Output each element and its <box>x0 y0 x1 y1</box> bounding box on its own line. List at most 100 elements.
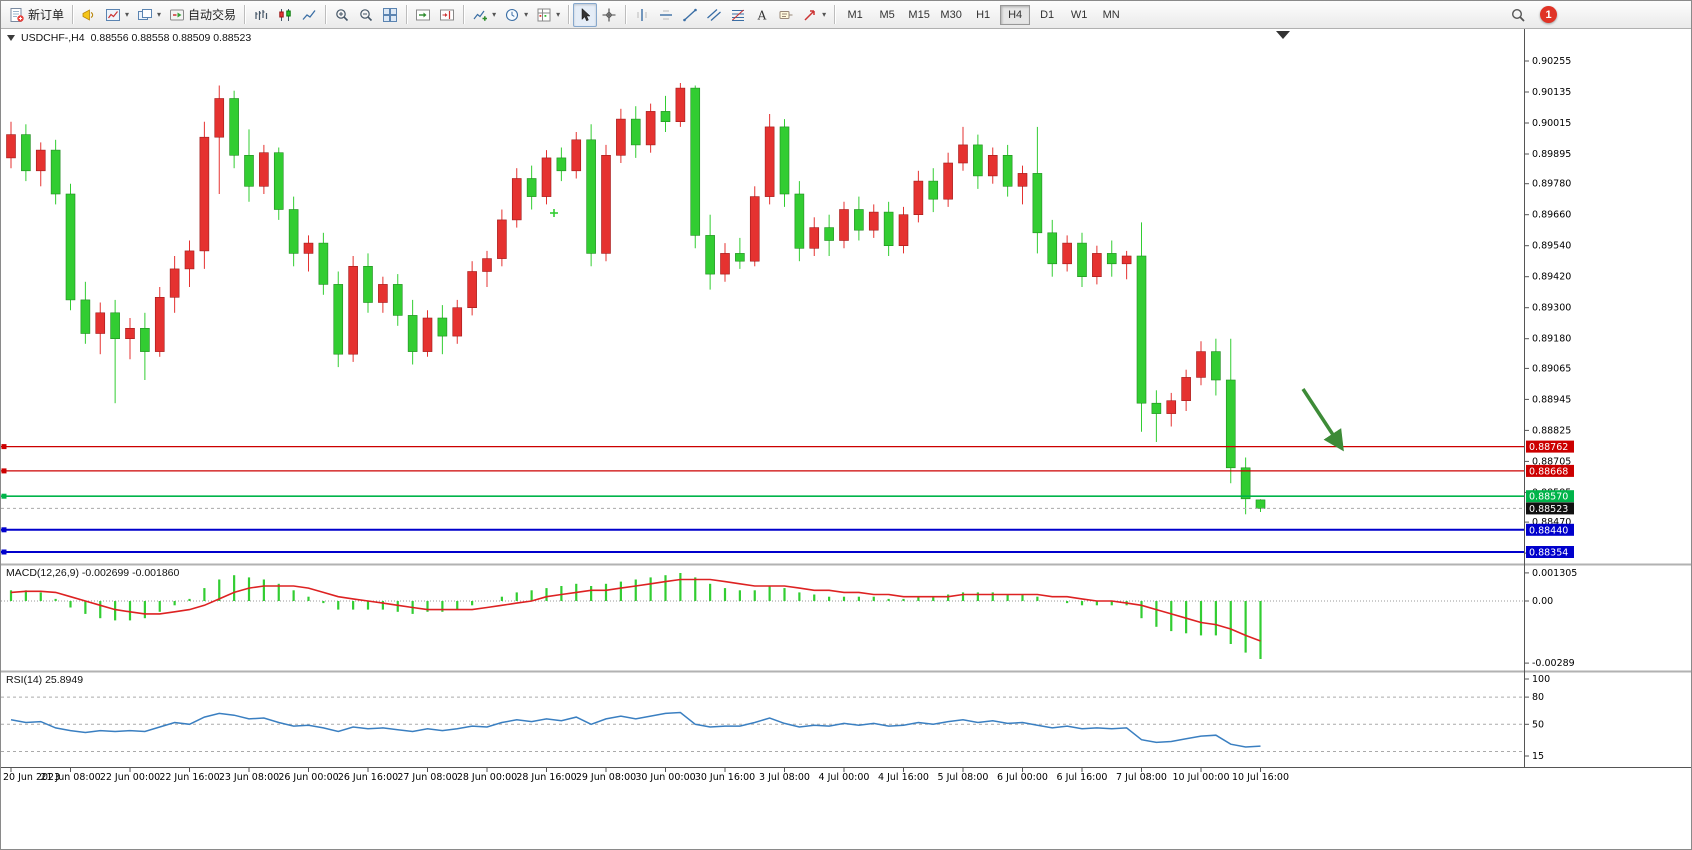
candle <box>541 157 552 197</box>
notification-badge[interactable]: 1 <box>1540 6 1557 23</box>
candle <box>35 149 46 172</box>
candle <box>21 134 31 172</box>
svg-text:27 Jun 08:00: 27 Jun 08:00 <box>397 772 457 783</box>
candle <box>809 227 820 249</box>
svg-text:29 Jun 08:00: 29 Jun 08:00 <box>576 772 636 783</box>
plus-marker[interactable] <box>550 209 558 217</box>
timeframe-d1[interactable]: D1 <box>1040 8 1055 21</box>
text-button[interactable]: A <box>750 3 774 27</box>
candle <box>1196 351 1206 378</box>
zoom-out-icon <box>358 7 374 23</box>
chart-symbol-period: USDCHF-,H4 <box>21 32 85 44</box>
periods-button[interactable]: ▾ <box>500 3 532 27</box>
toolbar-separator <box>834 5 836 24</box>
vertical-line-button[interactable] <box>630 3 654 27</box>
toolbar-group-trade: 新订单 <box>5 3 68 27</box>
cursor-button[interactable] <box>573 2 598 27</box>
timeframe-m30[interactable]: M30 <box>940 8 962 21</box>
candle <box>1181 377 1191 401</box>
candle <box>571 139 582 172</box>
candle <box>675 87 686 122</box>
arrow-annotation[interactable] <box>1301 388 1344 452</box>
dropdown-caret-icon[interactable]: ▾ <box>822 9 827 19</box>
svg-text:23 Jun 08:00: 23 Jun 08:00 <box>219 772 279 783</box>
arrows-button[interactable]: ▾ <box>798 3 830 27</box>
candle <box>184 250 195 270</box>
fibonacci-button[interactable] <box>726 3 750 27</box>
current-price-line: 0.88523 <box>1 502 1574 515</box>
svg-text:0.88570: 0.88570 <box>1529 492 1568 503</box>
candle <box>928 180 939 200</box>
profiles-button[interactable]: ▾ <box>133 3 165 27</box>
zoom-out-button[interactable] <box>354 3 378 27</box>
candle <box>1166 400 1177 414</box>
zoom-in-button[interactable] <box>330 3 354 27</box>
vertical-line-icon <box>634 7 650 23</box>
svg-text:-0.00289: -0.00289 <box>1532 658 1575 669</box>
dropdown-caret-icon[interactable]: ▾ <box>524 9 529 19</box>
timeframe-h4[interactable]: H4 <box>1000 4 1031 25</box>
search-button[interactable] <box>1506 3 1530 27</box>
candle <box>244 155 254 187</box>
dropdown-caret-icon[interactable]: ▾ <box>492 9 497 19</box>
templates-button[interactable]: ▾ <box>532 3 564 27</box>
panel-separators[interactable] <box>1 563 1692 673</box>
svg-text:28 Jun 00:00: 28 Jun 00:00 <box>457 772 517 783</box>
new-order-button[interactable]: 新订单 <box>5 3 68 27</box>
toolbar-separator <box>568 5 570 24</box>
toolbar-group-insert: ▾ ▾ ▾ <box>468 3 564 27</box>
svg-text:0.89660: 0.89660 <box>1532 210 1571 221</box>
chart-shift-icon <box>439 7 455 23</box>
auto-scroll-icon <box>415 7 431 23</box>
indicators-button[interactable]: ▾ <box>468 3 500 27</box>
label-button[interactable] <box>774 3 798 27</box>
timeframe-m5[interactable]: M5 <box>879 8 895 21</box>
horizontal-line-0.88354[interactable]: 0.88354 <box>1 546 1574 559</box>
svg-text:80: 80 <box>1532 692 1544 703</box>
trendline-button[interactable] <box>678 3 702 27</box>
candle <box>65 193 76 301</box>
dropdown-caret-icon[interactable]: ▾ <box>556 9 561 19</box>
channel-button[interactable] <box>702 3 726 27</box>
horizontal-line-0.88570[interactable]: 0.88570 <box>1 490 1574 503</box>
toolbar-separator <box>325 5 327 24</box>
horizontal-line-0.88668[interactable]: 0.88668 <box>1 464 1574 478</box>
chart-shift-button[interactable] <box>435 3 459 27</box>
candle <box>854 209 864 231</box>
timeframe-w1[interactable]: W1 <box>1070 8 1088 21</box>
one-click-trading-toggle[interactable] <box>7 35 15 41</box>
bar-chart-button[interactable] <box>249 3 273 27</box>
chart-shift-marker[interactable] <box>1276 31 1290 39</box>
dropdown-caret-icon[interactable]: ▾ <box>125 9 130 19</box>
svg-text:0.88945: 0.88945 <box>1532 394 1571 405</box>
horizontal-line-button[interactable] <box>654 3 678 27</box>
megaphone-button[interactable] <box>77 3 101 27</box>
horizontal-line-0.88440[interactable]: 0.88440 <box>1 523 1574 537</box>
candle <box>705 235 715 275</box>
candle <box>749 196 760 262</box>
horizontal-line-0.88762[interactable]: 0.88762 <box>1 440 1574 454</box>
autotrading-button[interactable]: 自动交易 <box>165 3 240 27</box>
timeframe-mn[interactable]: MN <box>1102 8 1120 21</box>
candle <box>1002 155 1013 187</box>
timeframe-h1[interactable]: H1 <box>976 8 991 21</box>
crosshair-button[interactable] <box>597 3 621 27</box>
auto-scroll-button[interactable] <box>411 3 435 27</box>
tile-windows-button[interactable] <box>378 3 402 27</box>
timeframe-m1[interactable]: M1 <box>847 8 863 21</box>
timeframe-m15[interactable]: M15 <box>908 8 930 21</box>
svg-text:3 Jul 08:00: 3 Jul 08:00 <box>759 772 810 783</box>
price-axis[interactable]: 0.90255 0.90135 0.90015 0.89895 0.89780 0.896… <box>1524 56 1571 559</box>
svg-text:0.88825: 0.88825 <box>1532 425 1571 436</box>
svg-text:0.88705: 0.88705 <box>1532 456 1571 467</box>
svg-text:4 Jul 16:00: 4 Jul 16:00 <box>878 772 929 783</box>
candle <box>601 155 611 254</box>
candle <box>169 268 180 298</box>
line-chart-button[interactable] <box>297 3 321 27</box>
dropdown-caret-icon[interactable]: ▾ <box>157 9 162 19</box>
new-chart-button[interactable]: ▾ <box>101 3 133 27</box>
svg-text:0.89300: 0.89300 <box>1532 303 1571 314</box>
candlestick-button[interactable] <box>273 3 297 27</box>
